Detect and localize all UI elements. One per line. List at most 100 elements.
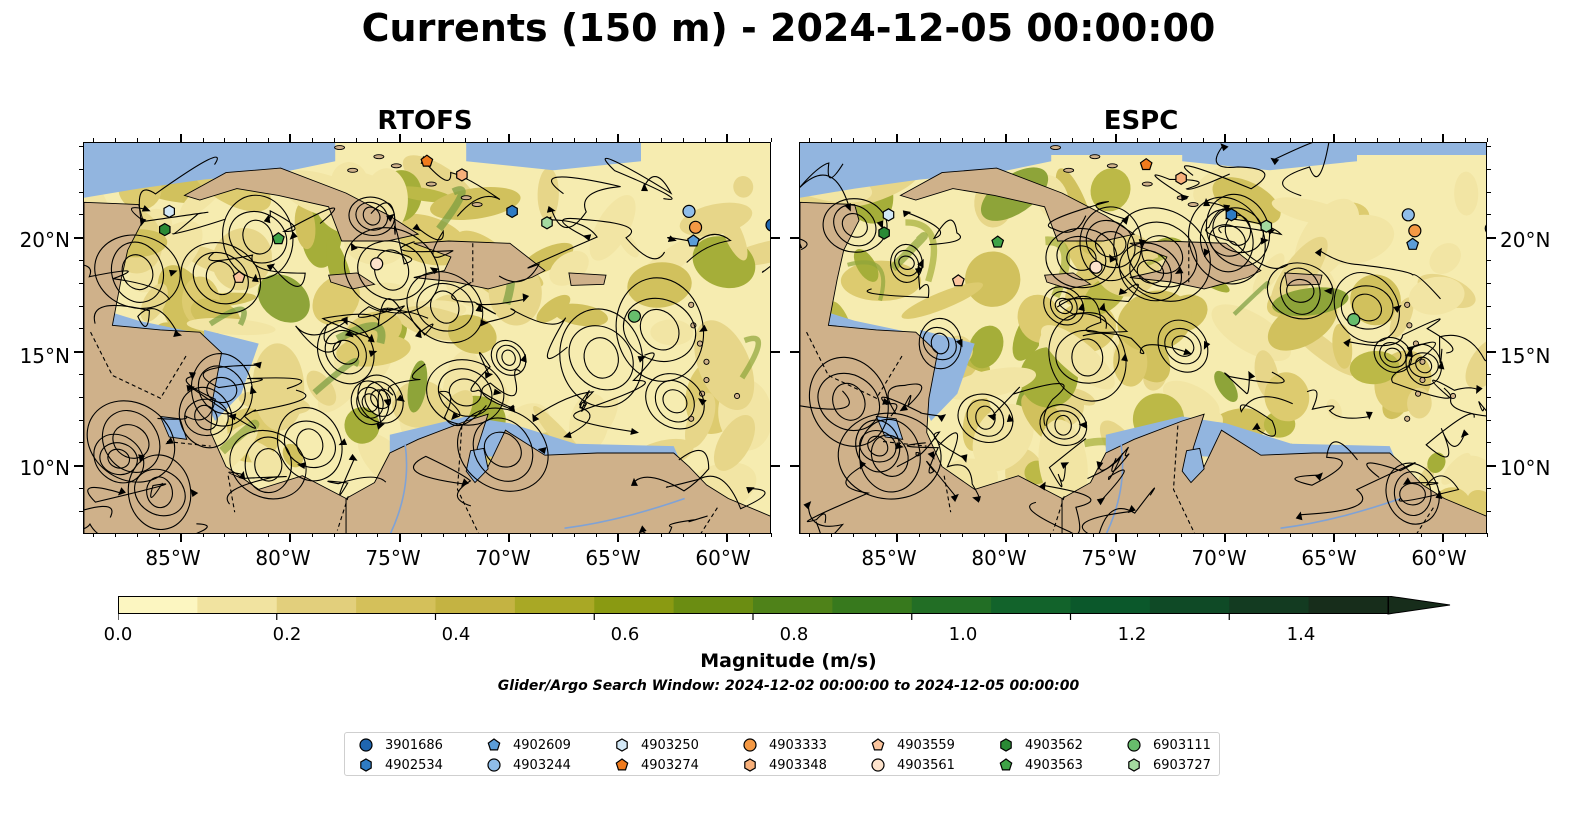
lake-maracaibo xyxy=(465,447,489,484)
float-marker-4903562 xyxy=(878,226,890,240)
legend-marker-icon xyxy=(487,758,501,772)
shallow-shelf-gulf xyxy=(800,143,1052,198)
lon-minor-tick xyxy=(552,138,554,142)
lon-minor-tick xyxy=(874,138,876,142)
lon-minor-tick xyxy=(661,138,663,142)
lat-minor-tick xyxy=(79,419,84,421)
land-bahamas-island xyxy=(334,145,345,151)
lon-minor-tick xyxy=(355,533,357,537)
lon-minor-tick xyxy=(246,533,248,537)
lon-minor-tick xyxy=(158,533,160,537)
colorbar-label: Magnitude (m/s) xyxy=(700,650,877,672)
legend-item: 4903274 xyxy=(613,755,699,775)
legend-marker-4903274 xyxy=(615,758,629,771)
colorbar-tick-label: 1.4 xyxy=(1286,624,1316,645)
lon-minor-tick xyxy=(1464,138,1466,142)
lon-minor-tick xyxy=(530,138,532,142)
lat-minor-tick xyxy=(1486,442,1491,444)
lon-minor-tick xyxy=(137,138,139,142)
colorbar-segment xyxy=(594,596,675,614)
streamline-arrows xyxy=(800,143,1483,521)
lon-minor-tick xyxy=(1464,533,1466,537)
panel-title-rtofs: RTOFS xyxy=(377,106,473,136)
lon-minor-tick xyxy=(1377,533,1379,537)
lon-minor-tick xyxy=(180,138,182,142)
lon-label-60w-rtofs: 60°W xyxy=(695,546,751,570)
lon-minor-tick xyxy=(853,533,855,537)
legend-item: 4903348 xyxy=(741,755,827,775)
lon-minor-tick xyxy=(683,138,685,142)
lon-minor-tick xyxy=(809,138,811,142)
lon-minor-tick xyxy=(1071,138,1073,142)
lon-minor-tick xyxy=(137,533,139,537)
land-bahamas-island xyxy=(1063,167,1075,173)
land-bahamas-island xyxy=(390,163,402,169)
lon-major-tick xyxy=(617,533,620,542)
lon-minor-tick xyxy=(115,138,117,142)
lon-minor-tick xyxy=(1399,533,1401,537)
shallow-shelf-gulf xyxy=(84,143,336,198)
lon-minor-tick xyxy=(962,138,964,142)
land-bahamas-island xyxy=(1187,202,1199,207)
float-marker-4903244 xyxy=(1401,208,1415,222)
legend-item: 4903244 xyxy=(485,755,571,775)
legend-label: 4903244 xyxy=(513,757,571,773)
colorbar-segment xyxy=(197,596,278,614)
land-hispaniola xyxy=(413,240,546,290)
lon-minor-tick xyxy=(1049,138,1051,142)
lat-major-tick xyxy=(770,350,780,353)
lat-label-10n-right: 10°N xyxy=(1500,456,1551,480)
lat-major-tick xyxy=(790,236,800,239)
lon-minor-tick xyxy=(1224,533,1226,537)
colorbar-tick-label: 1.2 xyxy=(1117,624,1147,645)
lat-minor-tick xyxy=(1486,214,1491,216)
land-lesser-antilles-island xyxy=(1419,376,1426,384)
lat-major-tick xyxy=(790,350,800,353)
legend-item: 4903562 xyxy=(997,735,1083,755)
land-puerto-rico xyxy=(568,272,607,286)
lon-minor-tick xyxy=(1005,533,1007,537)
lon-minor-tick xyxy=(333,138,335,142)
lon-minor-tick xyxy=(289,138,291,142)
land-lesser-antilles-island xyxy=(1404,301,1411,308)
colorbar-tick-label: 1.0 xyxy=(948,624,978,645)
colorbar-segment xyxy=(1149,596,1230,614)
rivers xyxy=(389,443,685,533)
lon-minor-tick xyxy=(1289,533,1291,537)
land-bahamas-island xyxy=(373,154,385,160)
lat-minor-tick xyxy=(79,328,84,330)
lat-minor-tick xyxy=(1486,465,1491,467)
lon-minor-tick xyxy=(1377,138,1379,142)
colorbar-segment xyxy=(1070,596,1151,614)
lon-minor-tick xyxy=(1268,533,1270,537)
legend-marker-4903333 xyxy=(743,738,757,752)
legend-item: 4903561 xyxy=(869,755,955,775)
float-marker-6903727 xyxy=(541,216,553,230)
lon-minor-tick xyxy=(1442,138,1444,142)
lat-major-tick xyxy=(1486,350,1496,353)
colorbar-segment xyxy=(753,596,833,614)
lon-minor-tick xyxy=(639,138,641,142)
lat-minor-tick xyxy=(79,487,84,489)
float-marker-4903274 xyxy=(1139,157,1153,171)
lon-major-tick xyxy=(1333,533,1336,542)
lon-minor-tick xyxy=(399,138,401,142)
lon-minor-tick xyxy=(552,533,554,537)
lon-minor-tick xyxy=(311,533,313,537)
lat-minor-tick xyxy=(79,510,84,512)
lon-minor-tick xyxy=(93,138,95,142)
float-marker-6903111 xyxy=(1347,313,1361,327)
lat-minor-tick xyxy=(1486,419,1491,421)
lon-minor-tick xyxy=(1115,533,1117,537)
legend-label: 4903250 xyxy=(641,737,699,753)
land-bahamas-island xyxy=(1106,163,1118,169)
lon-major-tick xyxy=(507,533,510,542)
lon-minor-tick xyxy=(1005,138,1007,142)
lon-minor-tick xyxy=(831,138,833,142)
legend-marker-4903563 xyxy=(999,758,1013,771)
legend-label: 4903333 xyxy=(769,737,827,753)
legend-marker-icon xyxy=(871,738,885,751)
float-marker-4903348 xyxy=(1175,171,1187,185)
land-south-america xyxy=(1061,413,1486,533)
lon-minor-tick xyxy=(1486,533,1488,537)
